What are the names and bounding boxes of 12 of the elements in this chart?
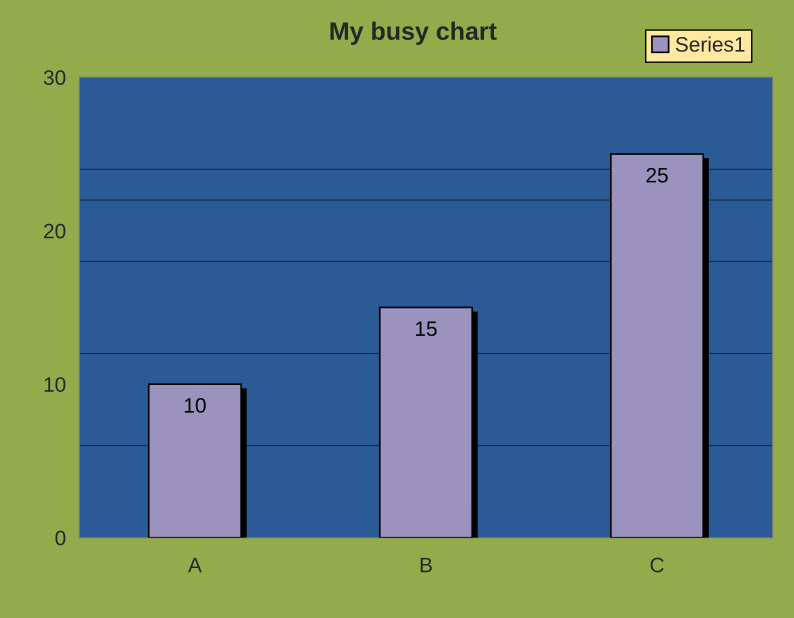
legend-label: Series1 — [676, 36, 744, 52]
y-tick-label: 10 — [44, 377, 66, 392]
data-label: 15 — [416, 322, 437, 336]
data-label: 10 — [184, 398, 206, 413]
y-tick-label: 30 — [44, 70, 66, 86]
x-tick-label: A — [188, 558, 202, 572]
y-tick-label: 20 — [44, 224, 66, 238]
data-label: 25 — [646, 168, 668, 183]
x-tick-label: C — [650, 558, 664, 572]
chart-title: My busy chart — [330, 22, 497, 45]
x-tick-label: B — [420, 558, 432, 572]
y-tick-label: 0 — [55, 530, 66, 546]
